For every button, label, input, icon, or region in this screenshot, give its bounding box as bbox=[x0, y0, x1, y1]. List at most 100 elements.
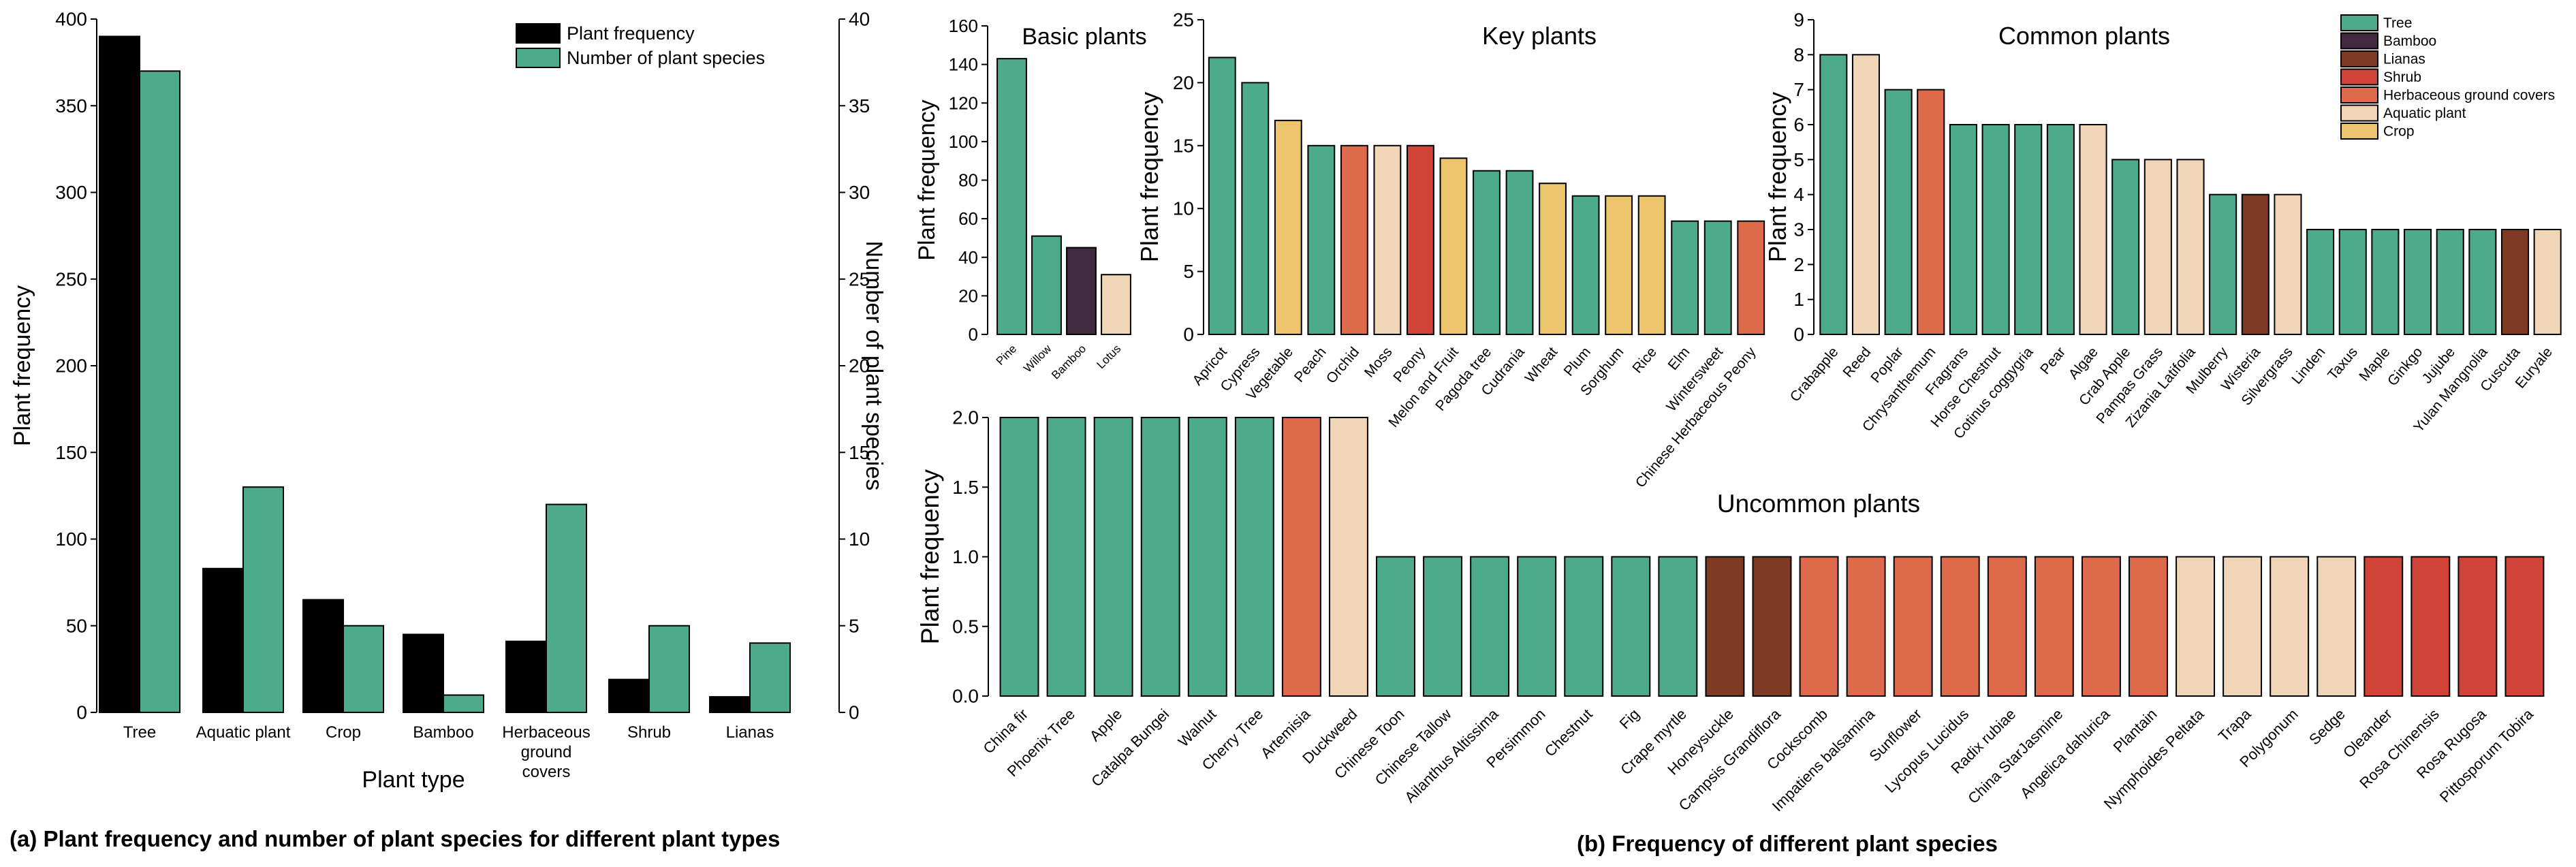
y-tick-label: 400 bbox=[55, 9, 87, 30]
bar-plant-frequency bbox=[302, 599, 344, 714]
bar-key bbox=[1671, 220, 1699, 335]
x-tick-label: Crabapple bbox=[1787, 344, 1842, 405]
y-tick-label: 25 bbox=[1173, 10, 1194, 31]
x-tick-label: Fig bbox=[1616, 706, 1643, 732]
y-tick-label: 0.5 bbox=[952, 616, 979, 637]
chart-key: 0510152025ApricotCypressVegetablePeachOr… bbox=[1135, 10, 1765, 491]
bar-uncommon bbox=[2316, 556, 2357, 697]
x-tick-label: Crop bbox=[326, 723, 361, 742]
y-tick-label: 140 bbox=[949, 54, 978, 75]
chart-common: 0123456789CrabappleReedPoplarChrysanthem… bbox=[1763, 10, 2562, 442]
y-tick-label: 0 bbox=[1793, 324, 1804, 345]
y-tick-label: 60 bbox=[958, 208, 978, 229]
y2-axis-label: Number of plant species bbox=[861, 241, 887, 491]
bar-uncommon bbox=[2269, 556, 2310, 697]
bar-key bbox=[1340, 144, 1368, 336]
legend-swatch bbox=[516, 48, 561, 68]
legend-label: Lianas bbox=[2383, 52, 2425, 67]
bar-number-of-species bbox=[343, 625, 384, 713]
x-tick-label: Trapa bbox=[2215, 705, 2255, 744]
bar-common bbox=[1917, 89, 1945, 336]
y-tick-label: 8 bbox=[1793, 44, 1804, 65]
bar-number-of-species bbox=[443, 694, 484, 713]
y-tick-label: 300 bbox=[55, 182, 87, 203]
x-tick-label: Peach bbox=[1291, 344, 1330, 385]
bar-uncommon bbox=[1423, 556, 1463, 697]
bar-uncommon bbox=[2034, 556, 2074, 697]
bar-uncommon bbox=[1470, 556, 1510, 697]
bar-uncommon bbox=[1187, 417, 1227, 697]
bar-uncommon bbox=[2129, 556, 2168, 697]
bar-uncommon bbox=[1281, 417, 1321, 697]
bar-number-of-species bbox=[749, 642, 791, 714]
x-tick-label: Angelica dahurica bbox=[2017, 705, 2114, 802]
chart-title: Basic plants bbox=[1022, 24, 1146, 50]
y-tick-label: 100 bbox=[949, 131, 978, 152]
bar-key bbox=[1505, 170, 1534, 335]
x-tick-label: Pear bbox=[2037, 344, 2069, 377]
bar-common bbox=[2209, 193, 2237, 335]
x-tick-label: Shrub bbox=[627, 723, 671, 742]
bar-common bbox=[2371, 229, 2400, 335]
legend-swatch bbox=[2340, 50, 2378, 67]
x-tick-label: Linden bbox=[2289, 344, 2328, 387]
bar-uncommon bbox=[1611, 556, 1651, 697]
bar-common bbox=[2436, 229, 2464, 335]
y-tick-label: 4 bbox=[1793, 184, 1804, 205]
y-tick-label: 0 bbox=[969, 324, 978, 345]
bar-key bbox=[1274, 119, 1302, 335]
bar-key bbox=[1307, 144, 1336, 336]
y-tick-label: 100 bbox=[55, 529, 87, 550]
chart-title: Key plants bbox=[1482, 22, 1597, 50]
x-tick-label: Taxus bbox=[2325, 344, 2361, 383]
x-axis-label: Plant type bbox=[362, 767, 465, 793]
bar-plant-frequency bbox=[99, 35, 140, 713]
legend-swatch bbox=[516, 23, 561, 44]
y-tick-label: 20 bbox=[1173, 72, 1194, 93]
bar-uncommon bbox=[1234, 417, 1274, 697]
x-tick-label: Sedge bbox=[2306, 706, 2349, 748]
bar-key bbox=[1439, 157, 1468, 335]
bar-common bbox=[2274, 193, 2302, 335]
bar-plant-frequency bbox=[505, 640, 547, 714]
y-tick-label: 120 bbox=[949, 93, 978, 113]
x-tick-label: Orchid bbox=[1323, 344, 1362, 386]
bar-uncommon bbox=[2457, 556, 2498, 697]
bar-common bbox=[2241, 193, 2269, 335]
bar-uncommon bbox=[1752, 556, 1792, 697]
bar-uncommon bbox=[1140, 417, 1180, 697]
bar-uncommon bbox=[1846, 556, 1886, 697]
bar-uncommon bbox=[999, 417, 1039, 697]
x-tick-label: Plum bbox=[1561, 344, 1594, 379]
bar-common bbox=[2014, 124, 2043, 335]
y-tick-label: 250 bbox=[55, 268, 87, 289]
bar-uncommon bbox=[2176, 556, 2216, 697]
y2-tick-label: 0 bbox=[849, 702, 860, 723]
caption-b: (b) Frequency of different plant species bbox=[1577, 831, 1998, 856]
y-axis-label: Plant frequency bbox=[916, 469, 944, 644]
bar-common bbox=[1851, 54, 1881, 335]
y-tick-label: 200 bbox=[55, 356, 87, 377]
x-tick-label: Rice bbox=[1629, 344, 1660, 376]
bar-key bbox=[1208, 57, 1236, 335]
bar-key bbox=[1473, 170, 1501, 335]
legend-swatch bbox=[2340, 104, 2378, 122]
y-tick-label: 10 bbox=[1173, 198, 1194, 219]
bar-common bbox=[2176, 159, 2205, 335]
bar-uncommon bbox=[1564, 556, 1604, 697]
bar-basic bbox=[1066, 247, 1097, 335]
bar-uncommon bbox=[2363, 556, 2404, 697]
legend-a: Plant frequency Number of plant species bbox=[516, 23, 765, 68]
bar-common bbox=[2338, 229, 2367, 335]
bar-key bbox=[1737, 220, 1765, 335]
bar-common bbox=[2143, 159, 2172, 335]
bar-key bbox=[1539, 183, 1567, 335]
bar-number-of-species bbox=[139, 70, 180, 714]
y-tick-label: 0.0 bbox=[952, 686, 979, 707]
legend-label: Crop bbox=[2383, 124, 2415, 140]
y-tick-label: 1 bbox=[1793, 289, 1804, 310]
legend-swatch bbox=[2340, 68, 2378, 86]
y-tick-label: 5 bbox=[1183, 261, 1194, 282]
